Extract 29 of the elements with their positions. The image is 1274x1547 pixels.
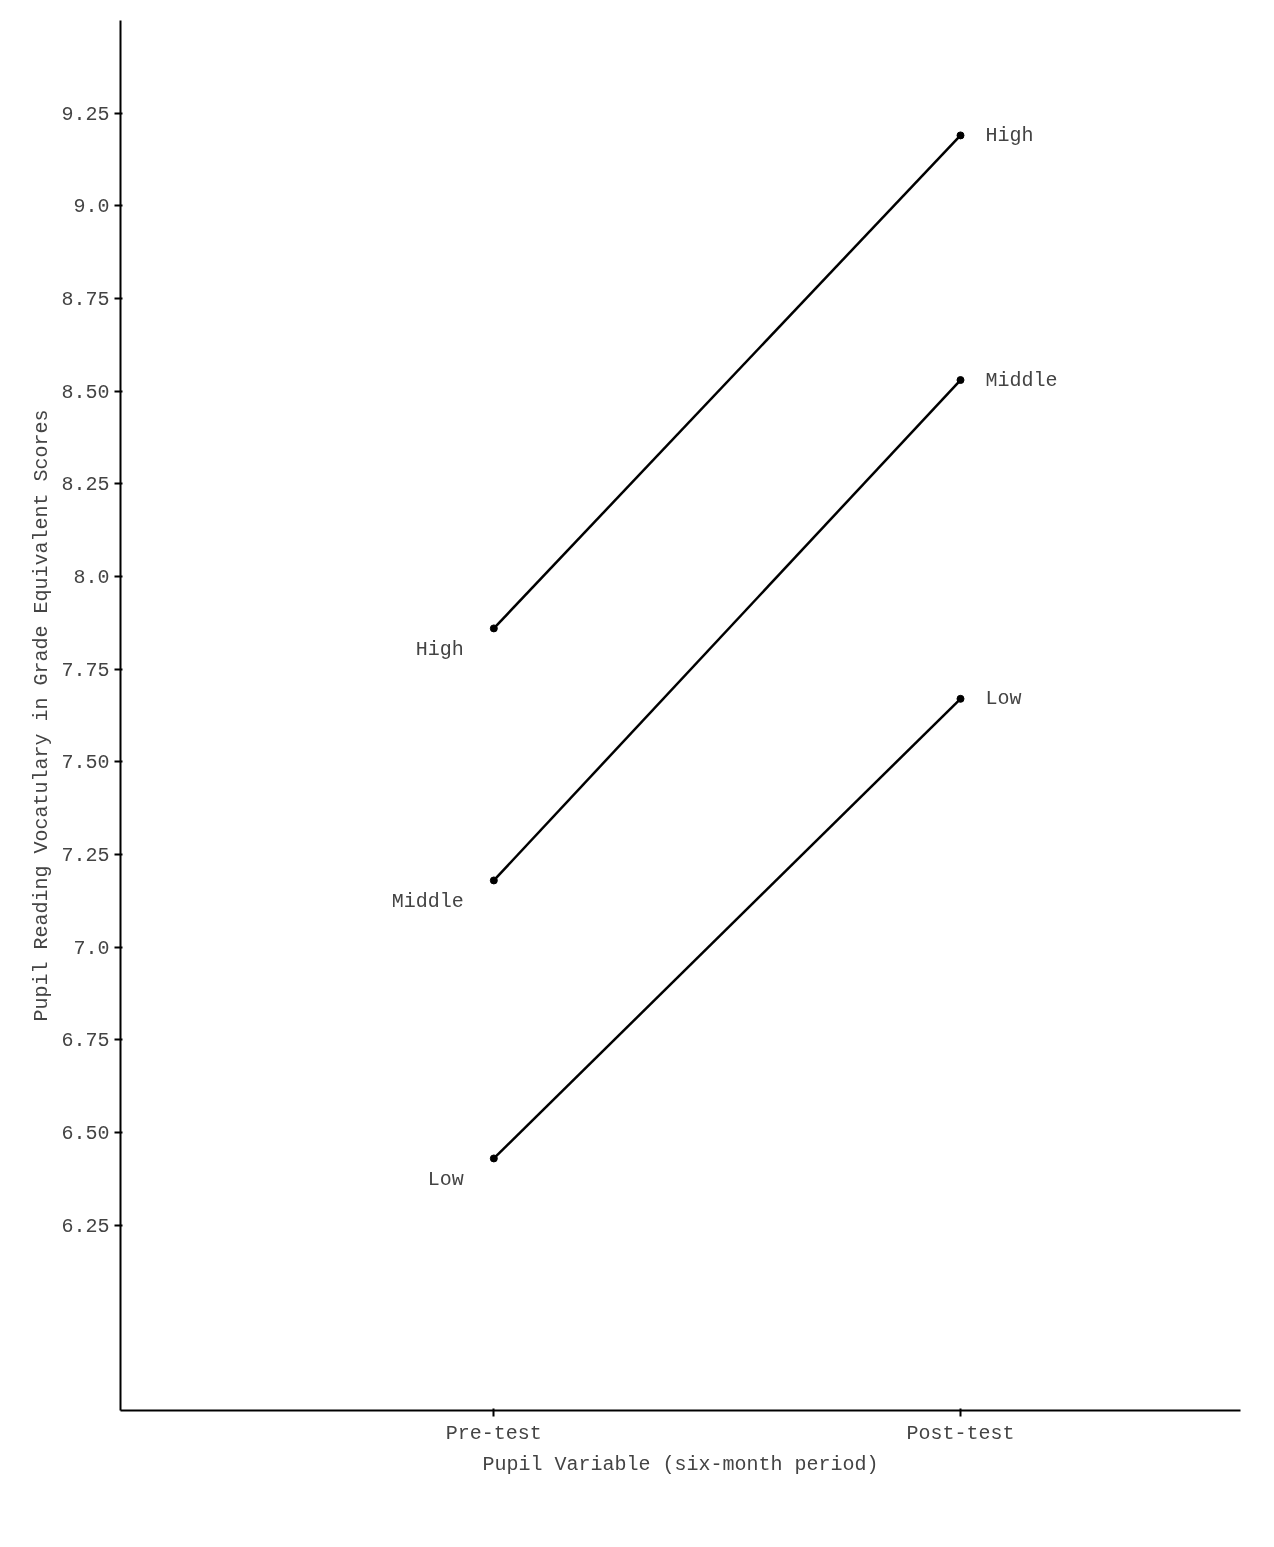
y-tick-label: 6.75	[61, 1029, 110, 1053]
series-label: Middle	[985, 368, 1058, 392]
y-axis-title: Pupil Reading Vocatulary in Grade Equivalent Scores	[30, 409, 54, 1022]
x-tick-label: Pre-test	[445, 1421, 542, 1445]
y-tick-label: 8.50	[61, 380, 110, 404]
y-tick-label: 7.50	[61, 751, 110, 775]
point	[956, 694, 965, 703]
text: High	[415, 638, 464, 662]
point	[956, 131, 965, 140]
y-tick-label: 6.50	[61, 1122, 110, 1145]
y-tick-label: 9.25	[61, 102, 110, 126]
y-tick-label: 7.25	[61, 844, 110, 867]
series-label: High	[985, 123, 1034, 147]
point	[489, 876, 498, 885]
x-tick-label: Post-test	[906, 1421, 1015, 1445]
y-tick-label: 7.75	[61, 658, 110, 682]
text: Low	[427, 1168, 464, 1192]
point	[489, 624, 498, 633]
y-tick-label: 8.25	[61, 473, 110, 497]
point	[489, 1154, 498, 1163]
y-tick-label: 9.0	[73, 195, 110, 219]
y-tick-label: 8.75	[61, 288, 110, 311]
series-label: Low	[985, 687, 1022, 711]
y-tick-label: 8.0	[73, 566, 110, 589]
y-tick-label: 6.25	[61, 1214, 110, 1238]
text: Middle	[391, 890, 464, 914]
y-tick-label: 7.0	[73, 936, 110, 960]
point	[956, 376, 965, 385]
x-axis-title: Pupil Variable (six-month period)	[482, 1452, 879, 1476]
